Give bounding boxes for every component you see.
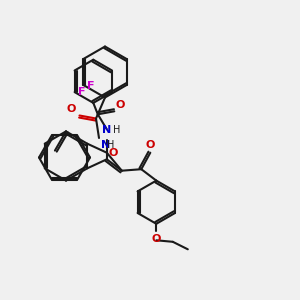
Text: O: O (116, 100, 125, 110)
Text: O: O (108, 148, 118, 158)
Text: H: H (113, 125, 121, 135)
Text: O: O (67, 104, 76, 114)
Text: F: F (86, 81, 94, 91)
Text: F: F (78, 87, 85, 97)
Text: O: O (152, 234, 161, 244)
Text: H: H (107, 140, 115, 150)
Text: N: N (100, 140, 110, 149)
Text: O: O (146, 140, 155, 150)
Text: N: N (102, 125, 111, 135)
